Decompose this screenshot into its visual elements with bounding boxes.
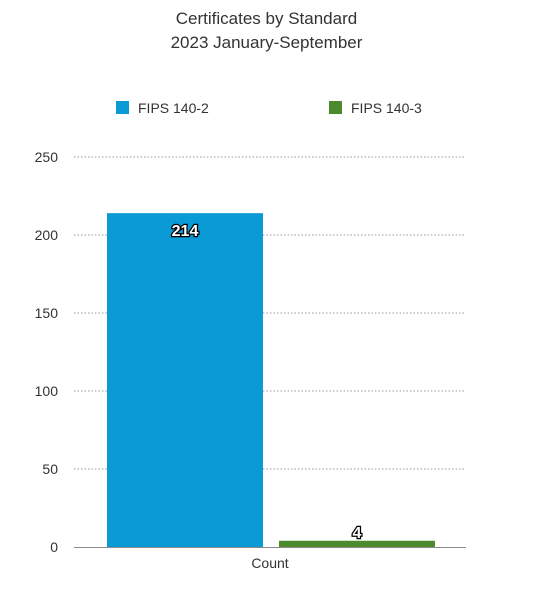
y-tick-label: 150 (35, 305, 59, 321)
y-tick-label: 0 (50, 539, 58, 555)
y-tick-label: 200 (35, 227, 59, 243)
chart-subtitle: 2023 January-September (170, 33, 363, 52)
legend-label: FIPS 140-3 (351, 100, 422, 116)
data-label: 4 (353, 525, 362, 542)
x-tick-label: Count (251, 555, 288, 571)
y-tick-label: 50 (42, 461, 58, 477)
bar-fips-140-2 (107, 213, 263, 547)
chart-title: Certificates by Standard (175, 9, 358, 28)
data-label: 214 (172, 223, 199, 240)
legend-swatch (116, 101, 129, 114)
legend-swatch (329, 101, 342, 114)
y-tick-label: 100 (35, 383, 59, 399)
y-tick-label: 250 (35, 149, 59, 165)
bar-fips-140-3 (279, 540, 435, 547)
legend-label: FIPS 140-2 (138, 100, 209, 116)
